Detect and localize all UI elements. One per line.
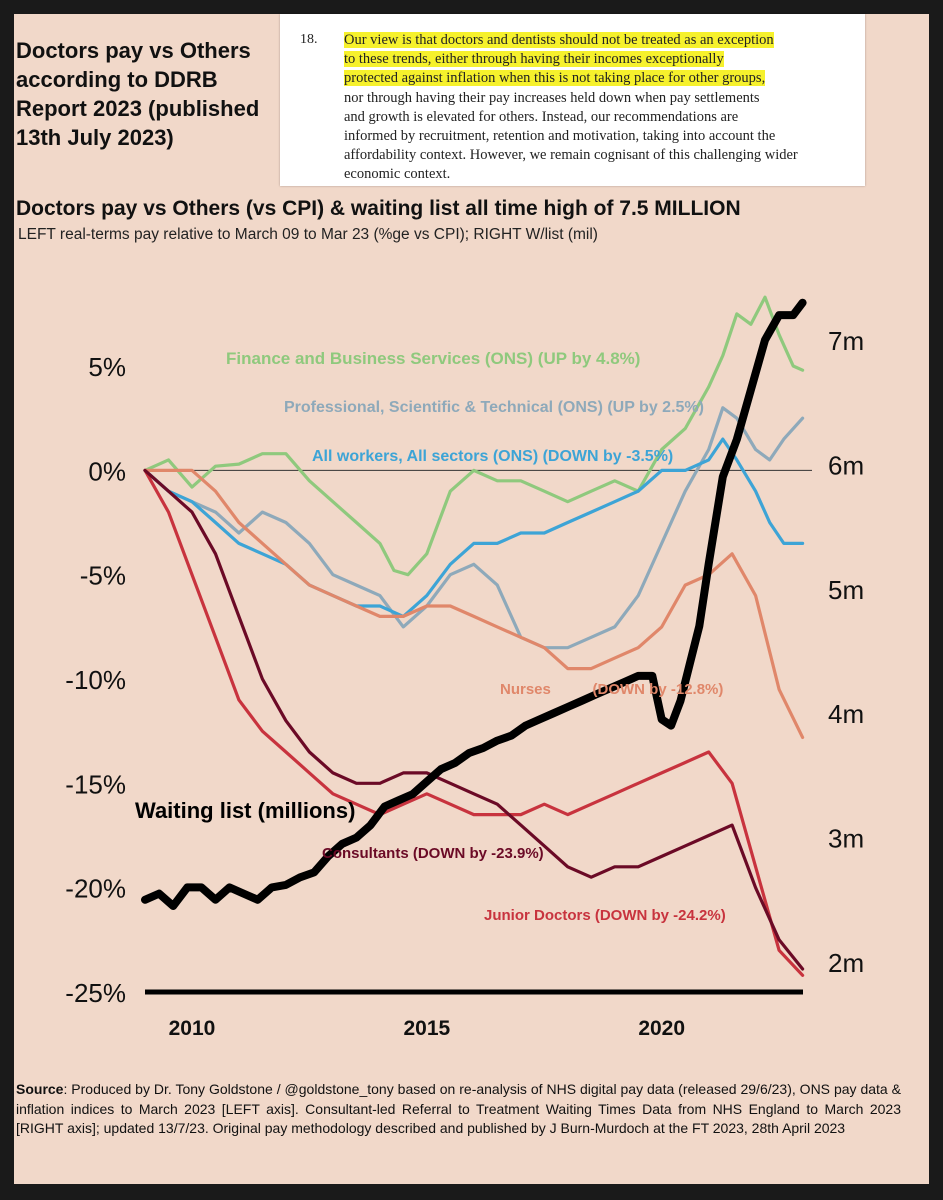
series-label: Finance and Business Services (ONS) (UP …	[226, 349, 640, 368]
y-right-tick-label: 7m	[828, 326, 864, 356]
series-label: Consultants (DOWN by -23.9%)	[322, 845, 544, 862]
ddrb-quote-box: 18. Our view is that doctors and dentist…	[280, 14, 865, 186]
quote-line: informed by recruitment, retention and m…	[344, 128, 776, 145]
source-label: Source	[16, 1081, 64, 1097]
y-right-tick-label: 2m	[828, 948, 864, 978]
title-line: Doctors pay vs Others	[16, 38, 251, 63]
quote-line: and growth is elevated for others. Inste…	[344, 108, 739, 125]
series-line-consultants	[143, 468, 805, 971]
quote-text: Our view is that doctors and dentists sh…	[344, 31, 844, 185]
series-label: All workers, All sectors (ONS) (DOWN by …	[312, 448, 673, 465]
x-tick-label: 2015	[403, 1017, 450, 1040]
y-left-tick-label: 0%	[88, 456, 126, 486]
y-left-tick-label: -20%	[65, 874, 126, 904]
series-line-nurses	[143, 468, 805, 740]
y-left-tick-label: -15%	[65, 769, 126, 799]
page-title: Doctors pay vs Others according to DDRB …	[16, 36, 296, 152]
y-right-tick-label: 3m	[828, 824, 864, 854]
y-right-tick-label: 4m	[828, 699, 864, 729]
series-label: Professional, Scientific & Technical (ON…	[284, 399, 704, 416]
highlighted-line: protected against inflation when this is…	[344, 70, 766, 87]
figure-frame	[14, 14, 929, 1184]
title-line: 13th July 2023)	[16, 125, 174, 150]
x-tick-label: 2020	[638, 1017, 685, 1040]
source-text: : Produced by Dr. Tony Goldstone / @gold…	[16, 1081, 901, 1136]
y-left-tick-label: -5%	[80, 561, 126, 591]
x-tick-label: 2010	[169, 1017, 216, 1040]
series-label: Nurses (DOWN by -12.8%)	[500, 681, 723, 698]
line-chart: 5% 0% -5% -10% -15% -20% -25% 7m 6m 5m 4m 3m 2m 2010 2…	[65, 295, 864, 1040]
highlighted-line: Our view is that doctors and dentists sh…	[344, 32, 774, 48]
y-right-tick-label: 5m	[828, 575, 864, 605]
title-line: according to DDRB	[16, 67, 218, 92]
source-note: Source: Produced by Dr. Tony Goldstone /…	[16, 1080, 901, 1139]
y-left-tick-label: 5%	[88, 352, 126, 382]
series-line-professional-scientific-technical	[143, 406, 805, 650]
title-line: Report 2023 (published	[16, 96, 260, 121]
paragraph-number: 18.	[300, 32, 318, 47]
quote-line: economic context.	[344, 166, 451, 183]
highlighted-line: to these trends, either through having t…	[344, 51, 724, 68]
y-left-tick-label: -25%	[65, 978, 126, 1008]
y-right-tick-label: 6m	[828, 450, 864, 480]
series-line-all-workers-all-sectors	[143, 437, 805, 619]
series-line-junior-doctors	[143, 468, 805, 977]
series-line-finance-and-business-services	[143, 295, 805, 577]
chart-title: Doctors pay vs Others (vs CPI) & waiting…	[16, 197, 741, 220]
waiting-list-annotation: Waiting list (millions)	[135, 798, 355, 823]
chart-subtitle: LEFT real-terms pay relative to March 09…	[18, 226, 598, 243]
series-line-waiting-list	[141, 298, 807, 910]
quote-line: affordability context. However, we remai…	[344, 147, 798, 164]
y-left-tick-label: -10%	[65, 665, 126, 695]
series-label: Junior Doctors (DOWN by -24.2%)	[484, 907, 726, 924]
quote-line: nor through having their pay increases h…	[344, 89, 760, 106]
